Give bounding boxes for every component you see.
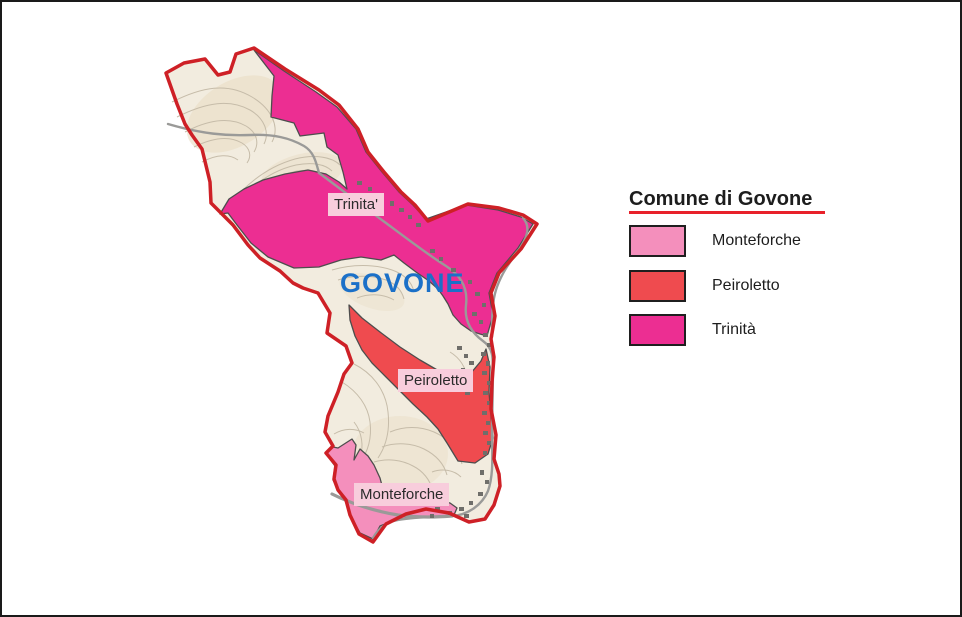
- legend-label-peiroletto: Peiroletto: [712, 277, 780, 294]
- area-label-trinita: Trinita': [328, 193, 384, 216]
- legend-row-monteforche: Monteforche: [629, 225, 889, 257]
- roads: [166, 122, 529, 540]
- legend-label-trinita: Trinità: [712, 321, 756, 338]
- legend: Comune di Govone Monteforche Peiroletto …: [629, 188, 889, 358]
- legend-title-underline: [629, 211, 825, 214]
- legend-swatch-monteforche: [629, 225, 686, 257]
- legend-row-trinita: Trinità: [629, 314, 889, 346]
- area-label-monteforche: Monteforche: [354, 483, 450, 506]
- legend-title: Comune di Govone: [629, 188, 813, 210]
- legend-swatch-trinita: [629, 314, 686, 346]
- legend-row-peiroletto: Peiroletto: [629, 270, 889, 302]
- commune-name-label: GOVONE: [340, 268, 465, 298]
- legend-label-monteforche: Monteforche: [712, 232, 801, 249]
- area-label-peiroletto: Peiroletto: [398, 369, 474, 392]
- legend-swatch-peiroletto: [629, 270, 686, 302]
- commune-boundary: [164, 46, 539, 544]
